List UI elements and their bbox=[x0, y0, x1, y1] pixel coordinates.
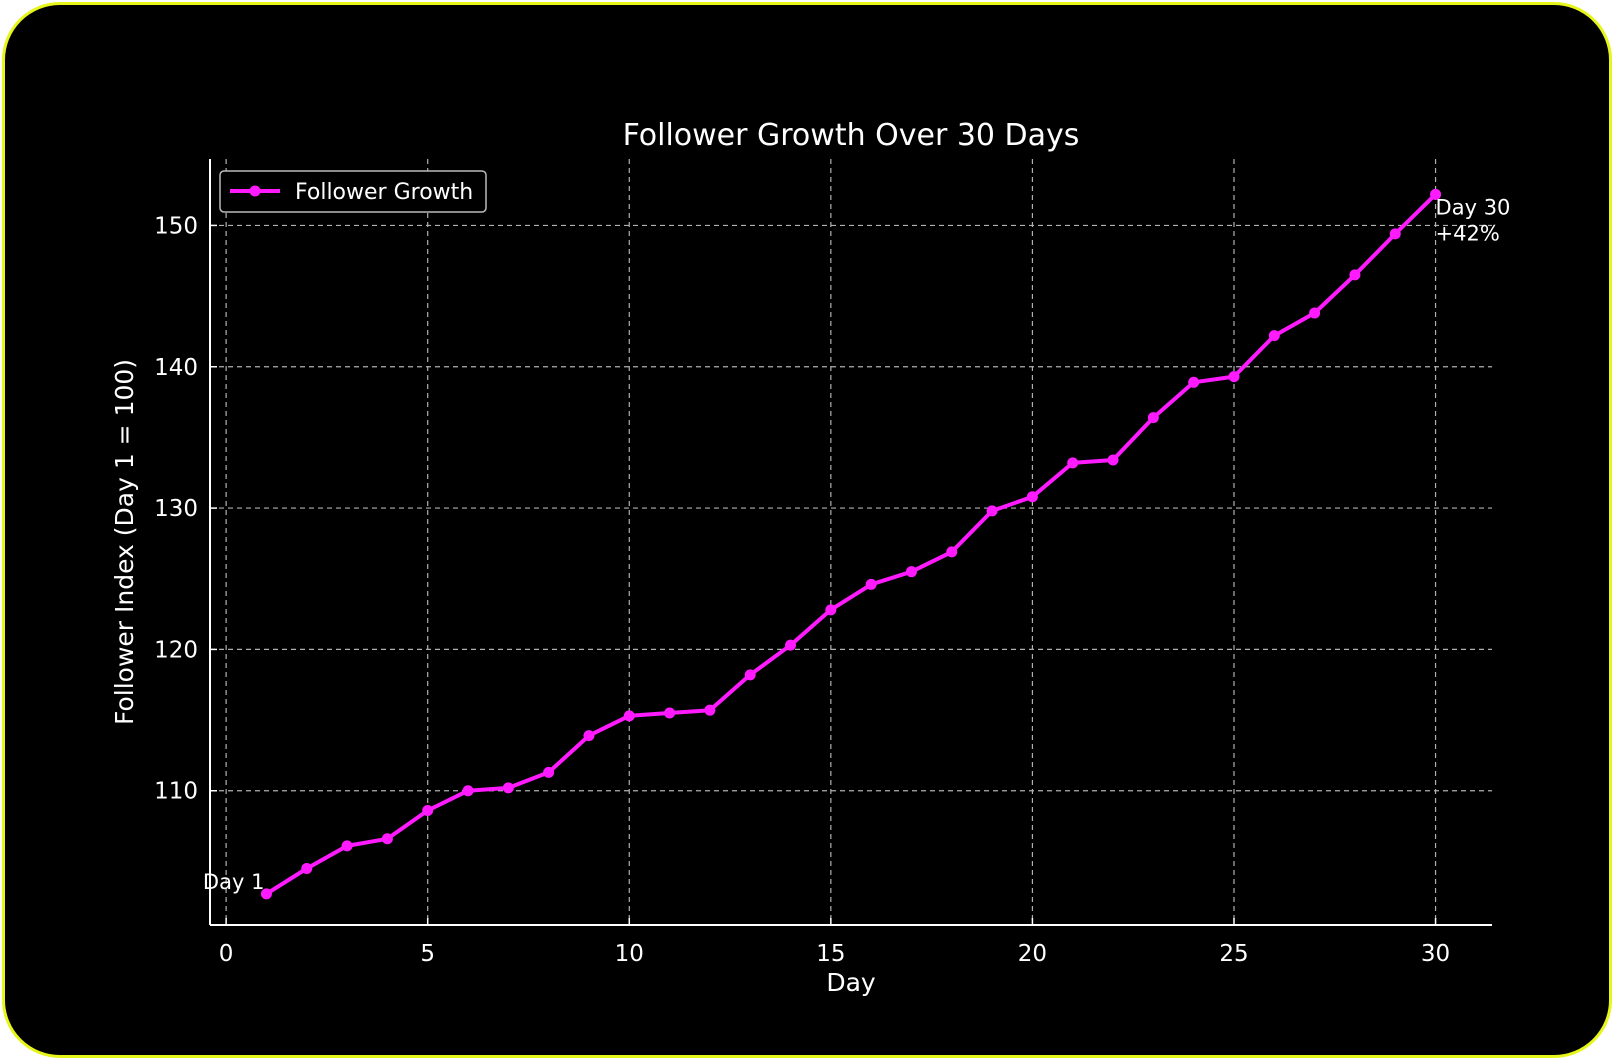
data-point bbox=[502, 782, 514, 794]
data-point bbox=[664, 707, 676, 719]
chart-title: Follower Growth Over 30 Days bbox=[623, 118, 1080, 153]
data-point bbox=[865, 578, 877, 590]
y-tick-label: 140 bbox=[154, 355, 198, 381]
data-point bbox=[986, 505, 998, 517]
x-tick-label: 15 bbox=[816, 941, 845, 967]
y-tick-label: 120 bbox=[154, 637, 198, 663]
series-line bbox=[265, 192, 1437, 896]
legend-box bbox=[219, 170, 487, 213]
x-tick-label: 25 bbox=[1219, 941, 1248, 967]
x-axis-label: Day bbox=[826, 968, 876, 997]
data-point bbox=[905, 566, 917, 578]
axes bbox=[209, 159, 1492, 926]
data-point bbox=[583, 730, 595, 742]
x-tick-label: 0 bbox=[219, 941, 234, 967]
data-point bbox=[422, 805, 434, 817]
data-point bbox=[1389, 228, 1401, 240]
data-point bbox=[543, 766, 555, 778]
data-point bbox=[1228, 371, 1240, 383]
data-point bbox=[301, 862, 313, 874]
annotation-day-30: Day 30 bbox=[1436, 195, 1511, 219]
x-tick-label: 10 bbox=[615, 941, 644, 967]
legend: Follower Growth bbox=[219, 170, 487, 213]
data-point bbox=[1107, 454, 1119, 466]
line-chart: 0 5 10 15 20 25 30 110 120 130 140 150 Follower Gr… bbox=[110, 118, 1511, 997]
data-point bbox=[785, 639, 797, 651]
data-point bbox=[1430, 188, 1442, 200]
data-point bbox=[462, 785, 474, 797]
x-tick-label: 20 bbox=[1018, 941, 1047, 967]
data-point bbox=[1188, 376, 1200, 388]
data-point bbox=[260, 888, 272, 900]
data-point bbox=[704, 704, 716, 716]
y-tick-labels: 110 120 130 140 150 bbox=[154, 213, 217, 805]
y-tick-label: 110 bbox=[154, 779, 198, 805]
data-point bbox=[341, 840, 353, 852]
annotation-day-1: Day 1 bbox=[203, 870, 265, 894]
data-point bbox=[1349, 269, 1361, 281]
series-layer bbox=[260, 188, 1442, 900]
data-point bbox=[825, 604, 837, 616]
x-tick-label: 30 bbox=[1421, 941, 1450, 967]
data-point bbox=[946, 546, 958, 558]
data-point bbox=[744, 669, 756, 681]
data-point bbox=[1309, 307, 1321, 319]
x-tick-label: 5 bbox=[420, 941, 435, 967]
data-point bbox=[1147, 412, 1159, 424]
data-point bbox=[1268, 330, 1280, 342]
data-point bbox=[1067, 457, 1079, 469]
legend-swatch-marker bbox=[249, 185, 261, 197]
y-axis-label: Follower Index (Day 1 = 100) bbox=[110, 359, 139, 725]
annotation-growth-percent: +42% bbox=[1436, 221, 1500, 245]
grid-lines bbox=[210, 159, 1492, 925]
data-point bbox=[623, 710, 635, 722]
y-tick-label: 150 bbox=[154, 213, 198, 239]
data-point bbox=[381, 833, 393, 845]
x-tick-labels: 0 5 10 15 20 25 30 bbox=[219, 918, 1450, 967]
data-point bbox=[1026, 491, 1038, 503]
y-tick-label: 130 bbox=[154, 496, 198, 522]
legend-entry-follower-growth: Follower Growth bbox=[295, 180, 473, 205]
